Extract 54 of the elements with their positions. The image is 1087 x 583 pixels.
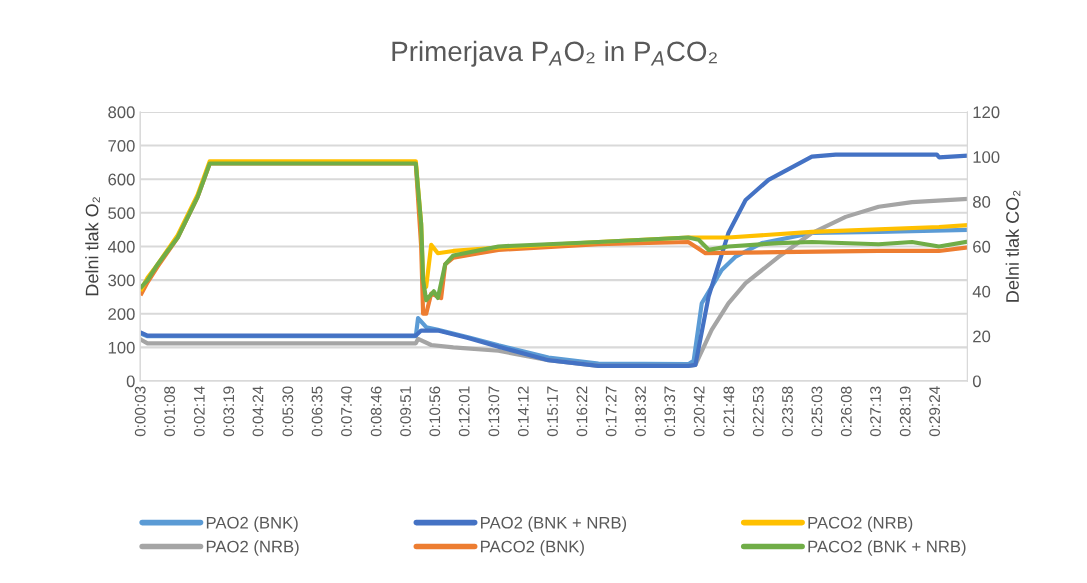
y-tick-label: 100 (108, 341, 135, 354)
y2-tick-label: 20 (973, 330, 991, 343)
x-tick-label: 0:07:40 (341, 386, 352, 437)
x-tick-label: 0:19:37 (664, 386, 676, 437)
x-tick-label: 0:13:07 (488, 386, 500, 437)
y2-tick-label: 100 (973, 151, 1000, 163)
y-tick-label: 200 (108, 308, 135, 320)
legend-label: PACO2 (NRB) (808, 516, 913, 532)
y2-tick-label: 0 (972, 375, 981, 388)
x-tick-label: 0:15:17 (547, 386, 558, 437)
y2-tick-label: 120 (973, 106, 1000, 119)
x-tick-label: 0:05:30 (282, 386, 294, 437)
x-tick-label: 0:08:46 (370, 386, 382, 437)
legend-label: PACO2 (BNK) (481, 540, 584, 556)
y-tick-label: 400 (107, 240, 135, 253)
legend-label: PAO2 (BNK) (206, 516, 298, 532)
x-tick-label: 0:25:03 (811, 386, 823, 437)
x-tick-label: 0:00:03 (134, 386, 146, 437)
x-tick-label: 0:29:24 (929, 386, 941, 437)
x-tick-label: 0:26:08 (840, 386, 852, 437)
y2-tick-label: 40 (972, 285, 991, 298)
legend-label: PAO2 (BNK + NRB) (481, 516, 627, 532)
y2-axis-title: Delni tlak CO₂ (1005, 190, 1021, 302)
x-tick-label: 0:20:42 (693, 386, 705, 437)
x-tick-label: 0:02:14 (193, 386, 205, 437)
x-tick-label: 0:17:27 (605, 386, 617, 437)
x-tick-label: 0:14:12 (517, 386, 529, 437)
x-tick-label: 0:01:08 (164, 386, 176, 437)
x-tick-label: 0:04:24 (252, 386, 264, 437)
chart-title: Primerjava P$_{A}$O₂ in P$_{A}$CO₂ (392, 40, 717, 67)
x-tick-label: 0:10:56 (429, 386, 441, 437)
x-tick-label: 0:28:19 (899, 386, 911, 437)
x-tick-label: 0:23:58 (782, 386, 793, 437)
x-tick-label: 0:21:48 (723, 386, 735, 437)
line-series (140, 152, 968, 368)
x-tick-label: 0:06:35 (311, 386, 323, 437)
y-tick-label: 500 (108, 207, 135, 220)
x-tick-label: 0:16:22 (576, 386, 588, 437)
y-tick-label: 800 (108, 106, 135, 119)
y-tick-label: 300 (108, 274, 135, 287)
y-tick-label: 600 (108, 173, 135, 186)
y2-tick-label: 60 (973, 240, 991, 253)
y-tick-label: 0 (126, 375, 135, 388)
x-tick-label: 0:03:19 (223, 386, 235, 437)
x-tick-label: 0:27:13 (870, 386, 881, 437)
legend-label: PACO2 (BNK + NRB) (808, 540, 966, 556)
y2-tick-label: 80 (973, 196, 991, 208)
x-tick-label: 0:09:51 (400, 386, 411, 437)
x-tick-label: 0:22:53 (752, 386, 764, 437)
x-tick-label: 0:18:32 (635, 386, 646, 437)
y-axis-title: Delni tlak O₂ (85, 197, 100, 296)
x-tick-label: 0:12:01 (458, 386, 470, 437)
legend-label: PAO2 (NRB) (206, 540, 299, 556)
y-tick-label: 700 (108, 139, 135, 152)
